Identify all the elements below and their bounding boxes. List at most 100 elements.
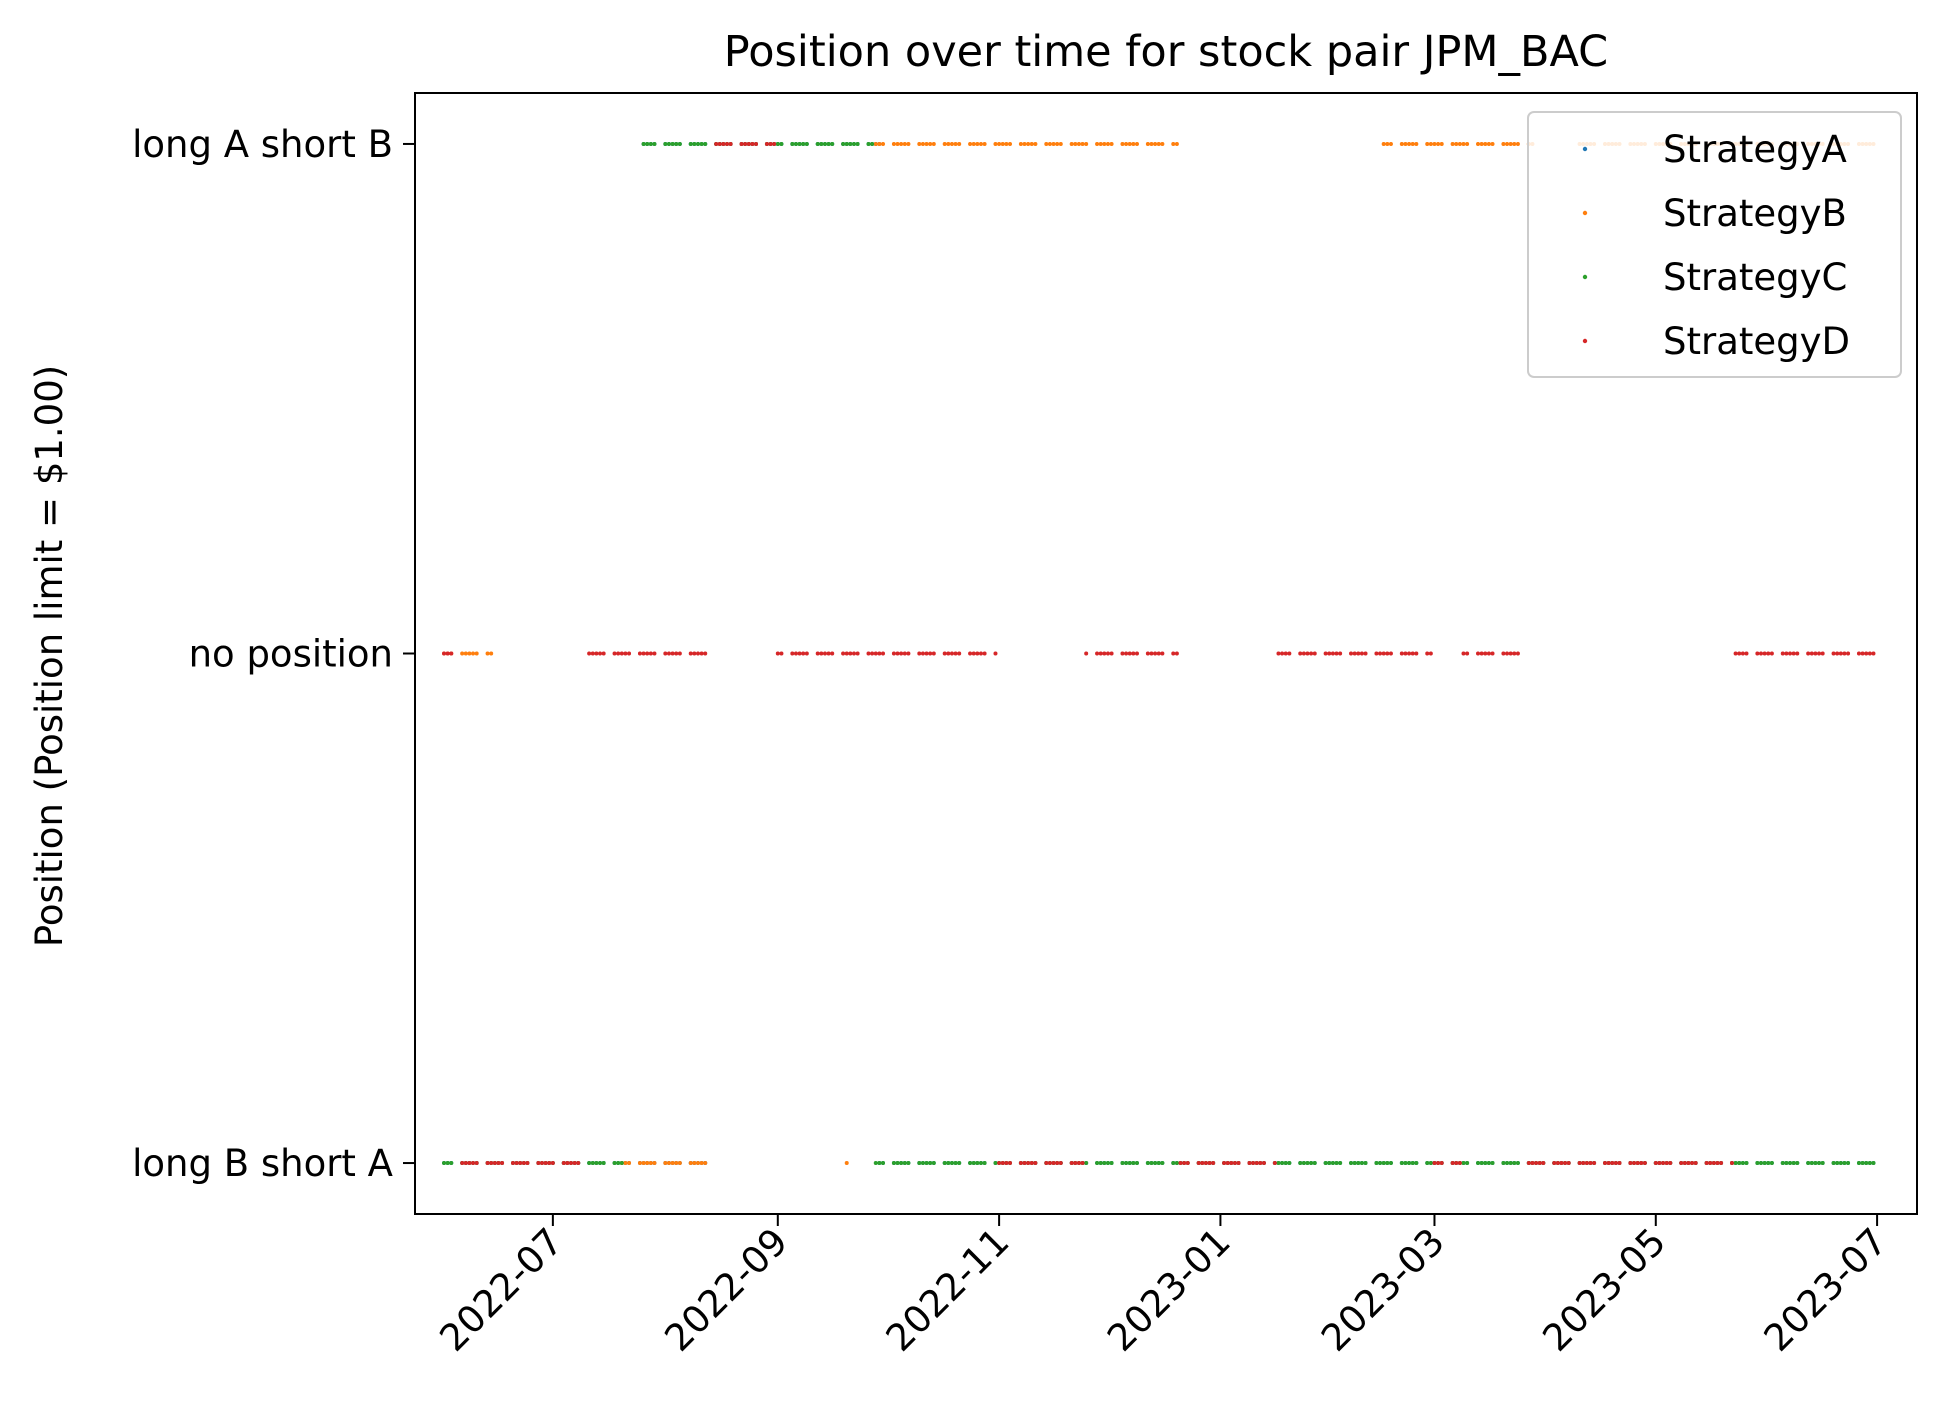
data-point (866, 651, 871, 656)
data-point (1410, 651, 1415, 656)
data-point (1178, 1161, 1183, 1166)
data-point (1657, 1161, 1662, 1166)
data-point (801, 651, 806, 656)
data-point (1283, 651, 1288, 656)
data-point (1661, 1161, 1666, 1166)
data-point (1261, 1161, 1266, 1166)
data-point (1047, 1161, 1052, 1166)
data-point (1145, 141, 1150, 146)
data-point (550, 1161, 555, 1166)
data-point (1388, 651, 1393, 656)
data-point (1505, 141, 1510, 146)
data-point (1084, 1161, 1089, 1166)
data-point (844, 1161, 849, 1166)
data-point (1127, 1161, 1132, 1166)
data-point (539, 1161, 544, 1166)
data-point (612, 651, 617, 656)
data-point (1007, 1161, 1012, 1166)
data-point (1134, 141, 1139, 146)
data-point (1635, 1161, 1640, 1166)
data-point (1055, 141, 1060, 146)
data-point (793, 651, 798, 656)
data-point (692, 1161, 697, 1166)
data-point (703, 651, 708, 656)
data-point (1022, 1161, 1027, 1166)
data-point (623, 1161, 628, 1166)
data-point (471, 651, 476, 656)
data-point (1563, 1161, 1568, 1166)
data-point (1287, 1161, 1292, 1166)
data-point (1359, 651, 1364, 656)
data-point (1254, 1161, 1259, 1166)
data-point (899, 1161, 904, 1166)
data-point (975, 651, 980, 656)
data-point (1312, 651, 1317, 656)
data-point (1051, 141, 1056, 146)
data-point (1784, 1161, 1789, 1166)
data-point (902, 1161, 907, 1166)
data-point (815, 141, 820, 146)
data-point (924, 651, 929, 656)
data-point (895, 651, 900, 656)
data-point (496, 1161, 501, 1166)
data-point (1457, 141, 1462, 146)
data-point (1457, 1161, 1462, 1166)
data-point (1737, 651, 1742, 656)
data-point (1512, 1161, 1517, 1166)
data-point (978, 141, 983, 146)
data-point (797, 141, 802, 146)
data-point (1733, 1161, 1738, 1166)
data-point (1145, 1161, 1150, 1166)
data-point (1784, 651, 1789, 656)
data-point (920, 141, 925, 146)
data-point (1098, 141, 1103, 146)
data-point (1356, 651, 1361, 656)
data-point (489, 1161, 494, 1166)
data-point (1156, 141, 1161, 146)
data-point (471, 1161, 476, 1166)
data-point (442, 1161, 447, 1166)
data-point (968, 1161, 973, 1166)
data-point (1820, 651, 1825, 656)
data-point (1225, 1161, 1230, 1166)
data-point (1788, 1161, 1793, 1166)
data-point (920, 1161, 925, 1166)
data-point (1759, 1161, 1764, 1166)
data-point (1018, 1161, 1023, 1166)
data-point (1363, 651, 1368, 656)
data-point (1305, 651, 1310, 656)
data-point (587, 651, 592, 656)
data-point (1084, 141, 1089, 146)
data-point (971, 651, 976, 656)
data-point (1806, 1161, 1811, 1166)
data-point (750, 141, 755, 146)
data-point (1766, 651, 1771, 656)
data-point (572, 1161, 577, 1166)
data-point (714, 141, 719, 146)
data-point (1515, 141, 1520, 146)
data-point (1120, 1161, 1125, 1166)
data-point (587, 1161, 592, 1166)
data-point (1428, 651, 1433, 656)
data-point (663, 651, 668, 656)
data-point (1004, 141, 1009, 146)
data-point (993, 1161, 998, 1166)
data-point (1490, 141, 1495, 146)
data-point (928, 651, 933, 656)
data-point (1026, 141, 1031, 146)
data-point (917, 1161, 922, 1166)
data-point (1127, 651, 1132, 656)
data-point (1842, 1161, 1847, 1166)
data-point (1432, 1161, 1437, 1166)
data-point (1374, 1161, 1379, 1166)
data-point (1000, 1161, 1005, 1166)
data-point (1534, 1161, 1539, 1166)
data-point (1813, 1161, 1818, 1166)
data-point (1425, 1161, 1430, 1166)
data-point (1149, 1161, 1154, 1166)
data-point (1305, 1161, 1310, 1166)
data-point (1000, 141, 1005, 146)
data-point (1378, 1161, 1383, 1166)
data-point (463, 1161, 468, 1166)
data-point (953, 1161, 958, 1166)
